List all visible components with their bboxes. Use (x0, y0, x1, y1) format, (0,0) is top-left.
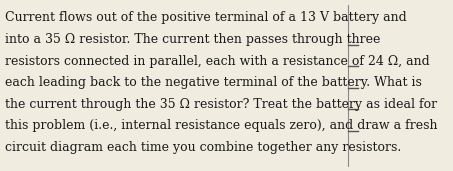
Text: resistors connected in parallel, each with a resistance of 24 Ω, and: resistors connected in parallel, each wi… (5, 55, 430, 68)
Text: circuit diagram each time you combine together any resistors.: circuit diagram each time you combine to… (5, 141, 401, 154)
Text: this problem (i.e., internal resistance equals zero), and draw a fresh: this problem (i.e., internal resistance … (5, 119, 438, 132)
Text: Current flows out of the positive terminal of a 13 V battery and: Current flows out of the positive termin… (5, 11, 407, 24)
Text: each leading back to the negative terminal of the battery. What is: each leading back to the negative termin… (5, 76, 422, 89)
Text: the current through the 35 Ω resistor? Treat the battery as ideal for: the current through the 35 Ω resistor? T… (5, 98, 437, 111)
Text: into a 35 Ω resistor. The current then passes through three: into a 35 Ω resistor. The current then p… (5, 33, 381, 46)
